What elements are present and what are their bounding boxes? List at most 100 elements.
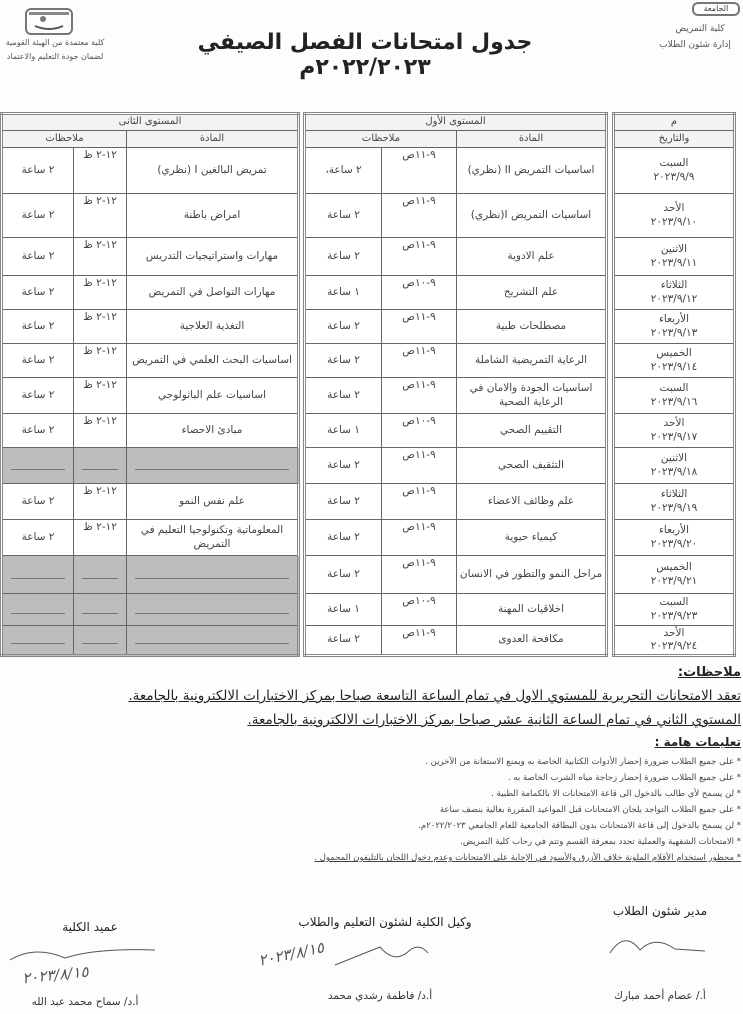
day-name: الخميس <box>656 561 692 574</box>
duration-cell: ١ ساعة <box>304 593 382 626</box>
time-cell: ٩-١١ص <box>381 555 457 594</box>
duration-cell: ٢ ساعة <box>1 377 74 414</box>
instruction-item: * لن يسمح بالدخول إلى قاعة الامتحانات بد… <box>418 821 741 831</box>
handwritten-date-vice-dean: ٢٠٢٣/٨/١٥ <box>256 938 326 970</box>
blank-line <box>11 571 65 579</box>
duration-cell: ٢ ساعة <box>1 309 74 344</box>
duration-cell: ٢ ساعة <box>1 413 74 448</box>
time-cell: ١٢-٢ ظ <box>73 343 127 378</box>
time-cell: ٩-١١ص <box>381 377 457 414</box>
blank-line <box>11 606 65 614</box>
handwritten-signature <box>334 946 429 966</box>
day-name: الخميس <box>656 347 692 360</box>
time-cell: ١٢-٢ ظ <box>73 147 127 194</box>
time-cell: ٩-١١ص <box>381 447 457 484</box>
empty-cell <box>73 625 127 656</box>
table-row: علم التشريح ٩-١٠ص ١ ساعة <box>304 275 607 310</box>
notes-header: ملاحظات <box>1 130 127 148</box>
time-cell: ١٢-٢ ظ <box>73 377 127 414</box>
date-header: والتاريخ <box>613 130 735 148</box>
table-row: اساسيات التمريض I(نظري) ٩-١١ص ٢ ساعة <box>304 193 607 238</box>
instruction-item: * الامتحانات الشفهية والعملية تحدد بمعرف… <box>460 837 741 847</box>
date-cell: الخميس ٢٠٢٣/٩/١٤ <box>613 343 735 378</box>
time-cell: ٩-١٠ص <box>381 593 457 626</box>
time-cell: ٩-١١ص <box>381 519 457 556</box>
time-cell: ٩-١١ص <box>381 625 457 656</box>
instructions-heading: تعليمات هامة : <box>654 735 741 749</box>
time-cell: ٩-١١ص <box>381 343 457 378</box>
subject-cell: الرعاية التمريضية الشاملة <box>456 343 607 378</box>
table-row: الثلاثاء ٢٠٢٣/٩/١٩ <box>613 483 735 520</box>
table-row: مصطلحات طبية ٩-١١ص ٢ ساعة <box>304 309 607 344</box>
blank-line <box>82 571 118 579</box>
handwritten-signature <box>609 940 706 954</box>
exam-date: ٢٠٢٣/٩/١٢ <box>650 292 698 305</box>
table-row <box>1 447 299 484</box>
table-row: اساسيات الجودة والامان في الرعاية الصحية… <box>304 377 607 414</box>
time-cell: ١٢-٢ ظ <box>73 193 127 238</box>
exam-date: ٢٠٢٣/٩/١٦ <box>650 395 698 408</box>
subject-header: المادة <box>126 130 299 148</box>
subject-cell: علم وظائف الاعضاء <box>456 483 607 520</box>
subject-cell: كيمياء حيوية <box>456 519 607 556</box>
duration-cell: ٢ ساعة <box>304 309 382 344</box>
table-row <box>1 593 299 626</box>
blank-line <box>135 606 289 614</box>
handwritten-signature <box>9 949 156 961</box>
exam-date: ٢٠٢٣/٩/١٤ <box>650 360 698 373</box>
table-row: علم الادوية ٩-١١ص ٢ ساعة <box>304 237 607 276</box>
subject-cell: تمريض البالغين I (نظري) <box>126 147 299 194</box>
table-row: مكافحة العدوى ٩-١١ص ٢ ساعة <box>304 625 607 656</box>
table-row: الأحد ٢٠٢٣/٩/٢٤ <box>613 624 735 657</box>
day-name: الأحد <box>663 627 685 639</box>
duration-cell: ١ ساعة <box>304 413 382 448</box>
duration-cell: ٢ ساعة <box>1 519 74 556</box>
exam-date: ٢٠٢٣/٩/٢٣ <box>650 609 698 622</box>
instruction-item: * لن يسمح لأي طالب بالدخول الى قاعة الام… <box>491 789 741 799</box>
blank-line <box>82 606 118 614</box>
date-cell: السبت ٢٠٢٣/٩/٩ <box>613 147 735 194</box>
time-cell: ٩-١١ص <box>381 237 457 276</box>
empty-cell <box>1 593 74 626</box>
faculty-logo <box>25 8 73 35</box>
subject-cell: مصطلحات طبية <box>456 309 607 344</box>
empty-cell <box>126 555 299 594</box>
blank-line <box>135 571 289 579</box>
empty-cell <box>73 593 127 626</box>
subject-cell: اخلاقيات المهنة <box>456 593 607 626</box>
exam-date: ٢٠٢٣/٩/٢١ <box>650 574 698 587</box>
level1-header: المستوى الأول <box>304 113 607 131</box>
empty-cell <box>1 447 74 484</box>
table-row: الرعاية التمريضية الشاملة ٩-١١ص ٢ ساعة <box>304 343 607 378</box>
instruction-item: * محظور استخدام الأقلام الملونة خلاف الأ… <box>314 853 741 863</box>
subject-cell: اساسيات علم الباثولوجي <box>126 377 299 414</box>
subject-cell: التقييم الصحي <box>456 413 607 448</box>
date-cell: السبت ٢٠٢٣/٩/١٦ <box>613 377 735 414</box>
notes-heading: ملاحظات: <box>677 665 741 680</box>
exam-date: ٢٠٢٣/٩/١٧ <box>650 430 698 443</box>
duration-cell: ٢ ساعة <box>304 625 382 656</box>
signature-title-dean: عميد الكلية <box>62 920 118 934</box>
table-row: مراحل النمو والتطور في الانسان ٩-١١ص ٢ ساع… <box>304 555 607 594</box>
date-cell: الخميس ٢٠٢٣/٩/٢١ <box>613 555 735 594</box>
signature-title-student-affairs: مدير شئون الطلاب <box>612 904 708 918</box>
exam-date: ٢٠٢٣/٩/١٨ <box>650 465 698 478</box>
duration-cell: ٢ ساعة <box>1 343 74 378</box>
date-cell: الأحد ٢٠٢٣/٩/١٧ <box>613 413 735 448</box>
subject-cell: اساسيات الجودة والامان في الرعاية الصحية <box>456 377 607 414</box>
level2-table: المستوى الثانى المادة ملاحظات تمريض البال… <box>0 112 300 657</box>
boat-emblem-icon <box>29 12 69 30</box>
faculty-name: كلية التمريض <box>675 24 725 34</box>
time-cell: ١٢-٢ ظ <box>73 413 127 448</box>
dates-table: م والتاريخ السبت ٢٠٢٣/٩/٩ الأحد ٢٠٢٣/٩/١٠ ال… <box>612 112 736 658</box>
empty-cell <box>1 555 74 594</box>
handwritten-date-dean: ٢٠٢٣/٨/١٥ <box>21 962 90 988</box>
subject-header: المادة <box>456 130 607 148</box>
level1-table: المستوى الأول المادة ملاحظات اساسيات التم… <box>303 112 608 657</box>
day-name: السبت <box>659 596 689 609</box>
table-row: الاثنين ٢٠٢٣/٩/١٨ <box>613 447 735 484</box>
